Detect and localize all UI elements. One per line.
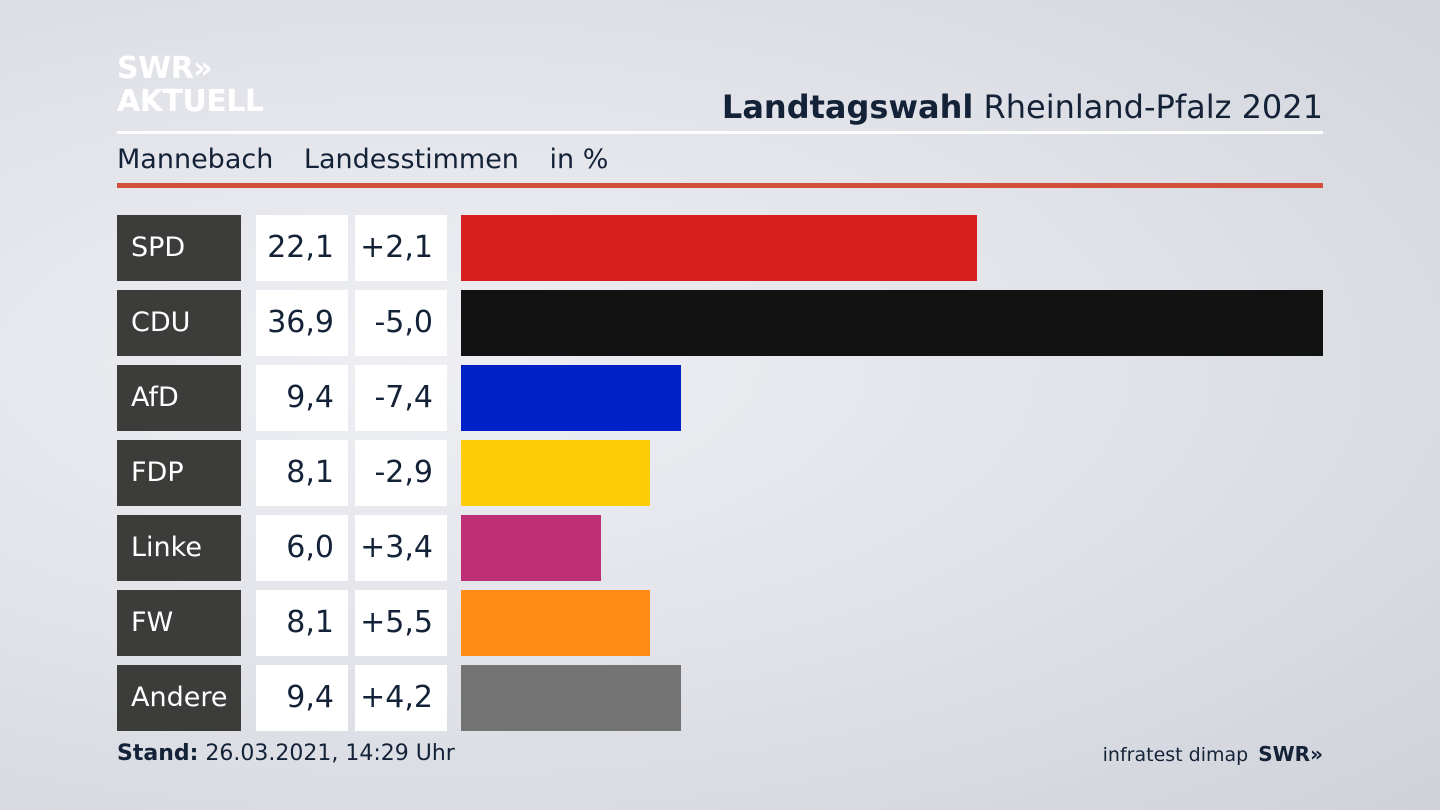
source-credit: infratest dimap SWR»	[1103, 742, 1323, 766]
vote-change-value: -7,4	[355, 365, 447, 431]
result-row: Linke 6,0 +3,4	[117, 515, 1323, 581]
vote-change-value: +5,5	[355, 590, 447, 656]
vote-share-value: 22,1	[256, 215, 348, 281]
source-name: infratest dimap	[1102, 744, 1249, 766]
subtitle-unit: in %	[549, 144, 609, 175]
party-label: SPD	[117, 215, 241, 281]
vote-change-value: +3,4	[355, 515, 447, 581]
party-label: Linke	[117, 515, 241, 581]
stand-value: 26.03.2021, 14:29 Uhr	[205, 741, 455, 766]
result-row: SPD 22,1 +2,1	[117, 215, 1323, 281]
vote-change-value: -5,0	[355, 290, 447, 356]
accent-divider	[117, 183, 1323, 188]
result-row: FDP 8,1 -2,9	[117, 440, 1323, 506]
result-row: Andere 9,4 +4,2	[117, 665, 1323, 731]
stand-label: Stand:	[117, 741, 199, 766]
vote-share-bar	[461, 590, 650, 656]
vote-change-value: +4,2	[355, 665, 447, 731]
result-row: FW 8,1 +5,5	[117, 590, 1323, 656]
vote-share-bar	[461, 665, 681, 731]
vote-change-value: +2,1	[355, 215, 447, 281]
page-title: Landtagswahl Rheinland-Pfalz 2021	[722, 88, 1323, 126]
result-row: CDU 36,9 -5,0	[117, 290, 1323, 356]
vote-share-value: 6,0	[256, 515, 348, 581]
header-divider	[117, 131, 1323, 134]
vote-share-value: 8,1	[256, 590, 348, 656]
party-label: Andere	[117, 665, 241, 731]
title-rest: Rheinland-Pfalz 2021	[983, 88, 1323, 126]
vote-share-bar	[461, 215, 977, 281]
subtitle: Mannebach Landesstimmen in %	[117, 144, 630, 175]
vote-share-bar	[461, 290, 1323, 356]
timestamp: Stand: 26.03.2021, 14:29 Uhr	[117, 741, 455, 766]
title-bold: Landtagswahl	[721, 88, 974, 126]
party-label: AfD	[117, 365, 241, 431]
logo-line-1: SWR»	[117, 51, 213, 86]
swr-brand-logo: SWR»	[1258, 742, 1323, 766]
vote-change-value: -2,9	[355, 440, 447, 506]
party-label: CDU	[117, 290, 241, 356]
subtitle-place: Mannebach	[117, 144, 274, 175]
vote-share-value: 9,4	[256, 365, 348, 431]
result-row: AfD 9,4 -7,4	[117, 365, 1323, 431]
vote-share-bar	[461, 515, 601, 581]
party-label: FW	[117, 590, 241, 656]
vote-share-bar	[461, 365, 681, 431]
vote-share-bar	[461, 440, 650, 506]
logo-line-2: AKTUELL	[117, 84, 264, 119]
vote-share-value: 36,9	[256, 290, 348, 356]
vote-share-value: 8,1	[256, 440, 348, 506]
subtitle-metric: Landesstimmen	[303, 144, 519, 175]
vote-share-value: 9,4	[256, 665, 348, 731]
swr-aktuell-logo: SWR» AKTUELL	[117, 54, 264, 117]
party-label: FDP	[117, 440, 241, 506]
